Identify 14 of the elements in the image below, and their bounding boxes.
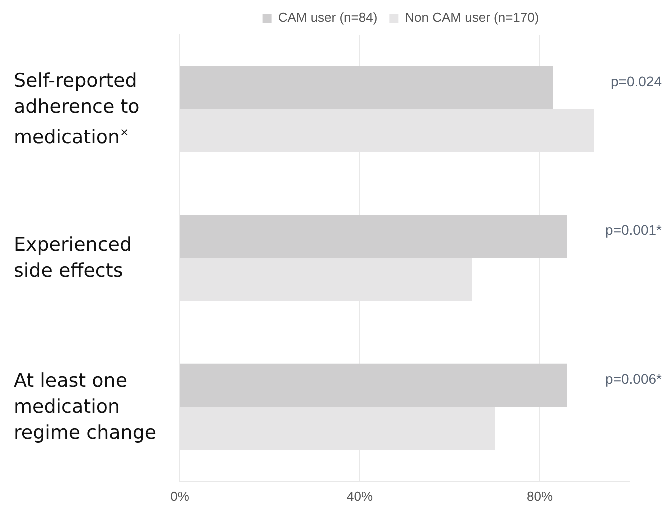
y-tick-label: At least one medication regime change — [14, 369, 158, 446]
bar — [180, 66, 554, 110]
x-tick-label: 40% — [346, 488, 374, 504]
bar — [180, 364, 567, 407]
annotation: p=0.006* — [606, 370, 663, 387]
annotation: p=0.024 — [611, 73, 662, 90]
x-tick-label: 0% — [170, 488, 190, 504]
annotation: p=0.001* — [606, 222, 663, 238]
legend-label: Non CAM user (n=170) — [405, 10, 540, 26]
bar — [180, 215, 567, 258]
x-tick-label: 80% — [526, 488, 554, 504]
legend-label: CAM user (n=84) — [278, 10, 378, 26]
y-tick-label: Self-reported adherence to medication$^{×}$ — [14, 69, 141, 151]
y-tick-label: Experienced side effects — [14, 233, 134, 284]
